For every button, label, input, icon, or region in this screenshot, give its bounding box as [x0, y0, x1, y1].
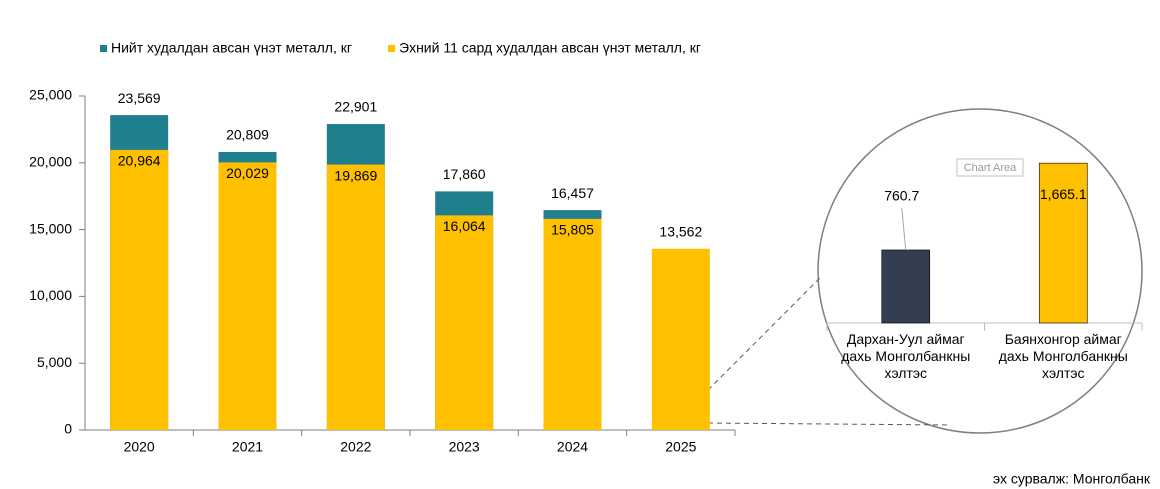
- data-label: 19,869: [334, 167, 377, 183]
- annotation: Chart Area: [964, 162, 1017, 174]
- legend-label: Эхний 11 сард худалдан авсан үнэт металл…: [399, 40, 701, 56]
- bar: [1038, 162, 1088, 324]
- legend-label: Нийт худалдан авсан үнэт металл, кг: [111, 40, 352, 56]
- x-tick-label: Баянхонгор аймаг дахь Монголбанкны хэлтэ…: [998, 331, 1128, 381]
- data-label: 760.7: [884, 188, 919, 204]
- x-tick-label: 2020: [124, 439, 155, 455]
- data-label: 16,064: [443, 218, 486, 234]
- data-label: 22,901: [334, 99, 377, 115]
- bar: [435, 215, 494, 430]
- data-label: 20,964: [118, 153, 161, 169]
- y-tick-label: 15,000: [29, 220, 72, 236]
- y-tick-label: 25,000: [29, 87, 72, 103]
- bar: [326, 164, 385, 430]
- data-label: 13,562: [659, 224, 702, 240]
- source: эх сурвалж: Монголбанк: [993, 471, 1151, 487]
- bar: [543, 218, 602, 430]
- data-label: 20,029: [226, 165, 269, 181]
- y-tick-label: 0: [64, 421, 72, 437]
- zoom-circle: [817, 108, 1143, 434]
- bar: [881, 249, 931, 324]
- leader-line: [901, 207, 907, 251]
- x-tick-label: 2024: [557, 439, 588, 455]
- zoom-connector: [707, 277, 821, 391]
- legend-swatch: [388, 45, 395, 52]
- annotation-box: [956, 158, 1024, 177]
- x-tick-label: 2021: [232, 439, 263, 455]
- bar: [218, 162, 277, 430]
- data-label: 15,805: [551, 222, 594, 238]
- zoom-connector: [707, 422, 951, 426]
- bar: [651, 248, 710, 430]
- y-tick-label: 20,000: [29, 154, 72, 170]
- y-tick-label: 10,000: [29, 287, 72, 303]
- data-label: 1,665.1: [1040, 186, 1087, 202]
- legend-swatch: [100, 45, 107, 52]
- data-label: 20,809: [226, 127, 269, 143]
- data-label: 23,569: [118, 90, 161, 106]
- x-tick-label: 2023: [449, 439, 480, 455]
- bar: [110, 149, 169, 430]
- data-label: 17,860: [443, 166, 486, 182]
- y-tick-label: 5,000: [37, 354, 72, 370]
- x-tick-label: 2025: [665, 439, 696, 455]
- x-tick-label: Дархан-Уул аймаг дахь Монголбанкны хэлтэ…: [841, 331, 971, 381]
- data-label: 16,457: [551, 185, 594, 201]
- x-tick-label: 2022: [340, 439, 371, 455]
